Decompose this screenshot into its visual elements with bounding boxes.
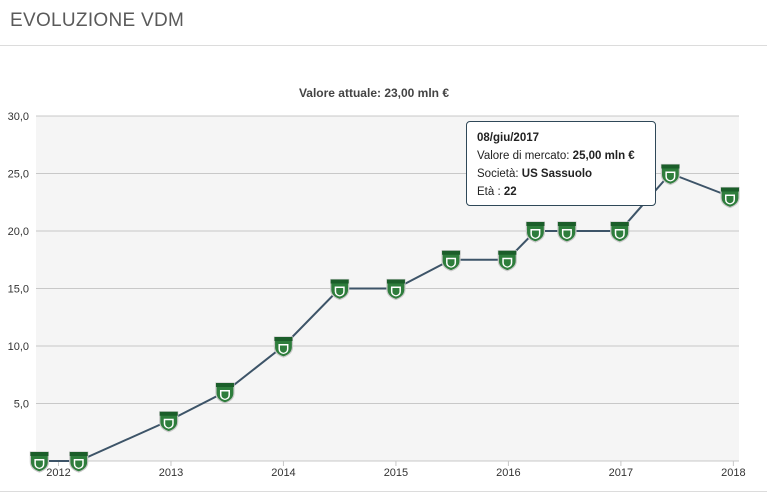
y-tick-label: 25,0 (8, 169, 29, 181)
club-crest-marker[interactable] (660, 163, 680, 186)
y-tick-label: 5,0 (14, 399, 29, 411)
club-crest-marker[interactable] (215, 382, 235, 404)
y-tick-label: 20,0 (8, 226, 29, 238)
y-tick-label: 30,0 (8, 111, 29, 123)
x-tick-label: 2016 (496, 467, 520, 479)
header-divider (0, 45, 767, 46)
tooltip-age: 22 (503, 186, 517, 198)
tooltip-club-row: Società: US Sassuolo (477, 165, 645, 183)
tooltip-age-row: Età : 22 (477, 183, 645, 201)
x-tick-label: 2012 (46, 467, 70, 479)
tooltip-value-label: Valore di mercato: (477, 150, 570, 162)
tooltip-age-label: Età : (477, 186, 501, 198)
club-crest-marker[interactable] (610, 221, 630, 243)
club-crest-marker[interactable] (273, 336, 294, 358)
data-markers (29, 163, 740, 473)
tooltip-value: 25,00 mln € (572, 150, 635, 162)
x-tick-label: 2013 (159, 467, 183, 479)
chart-title: Valore attuale: 23,00 mln € (299, 86, 449, 100)
club-crest-marker[interactable] (441, 250, 461, 272)
data-point-tooltip: 08/giu/2017 Valore di mercato: 25,00 mln… (466, 121, 656, 206)
club-crest-marker[interactable] (386, 278, 406, 301)
club-crest-marker[interactable] (525, 221, 546, 243)
club-crest-marker[interactable] (69, 451, 89, 473)
club-crest-marker[interactable] (29, 451, 49, 473)
x-tick-label: 2014 (271, 467, 295, 479)
x-tick-label: 2015 (384, 467, 408, 479)
club-crest-marker[interactable] (557, 221, 577, 243)
x-tick-label: 2018 (721, 467, 745, 479)
y-tick-label: 15,0 (8, 284, 29, 296)
club-crest-marker[interactable] (330, 278, 350, 301)
club-crest-marker[interactable] (497, 250, 517, 272)
tooltip-club: US Sassuolo (521, 168, 593, 180)
club-crest-marker[interactable] (159, 411, 179, 433)
club-crest-marker[interactable] (720, 186, 740, 209)
section-title: EVOLUZIONE VDM (10, 10, 185, 31)
tooltip-date: 08/giu/2017 (477, 132, 540, 144)
y-tick-label: 10,0 (8, 341, 29, 353)
tooltip-club-label: Società: (477, 168, 519, 180)
x-tick-label: 2017 (609, 467, 633, 479)
tooltip-value-row: Valore di mercato: 25,00 mln € (477, 147, 645, 165)
footer-divider (0, 491, 767, 492)
axis-labels: 5,0 10,0 15,0 20,0 25,0 30,0 2012 2013 2014 2015 2… (8, 111, 746, 479)
